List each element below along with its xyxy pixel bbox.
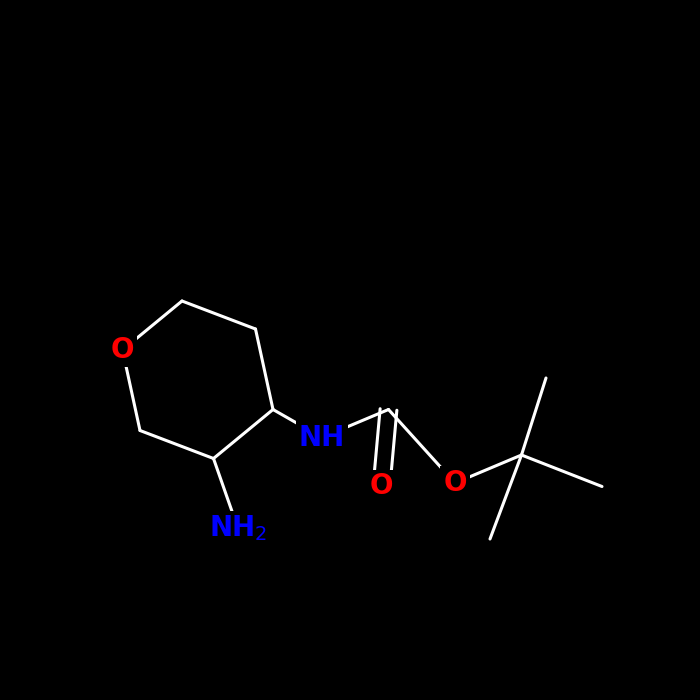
Text: O: O bbox=[443, 469, 467, 497]
Text: NH$_2$: NH$_2$ bbox=[209, 514, 267, 543]
Text: O: O bbox=[111, 336, 134, 364]
Text: NH: NH bbox=[299, 424, 345, 452]
Text: O: O bbox=[370, 473, 393, 500]
